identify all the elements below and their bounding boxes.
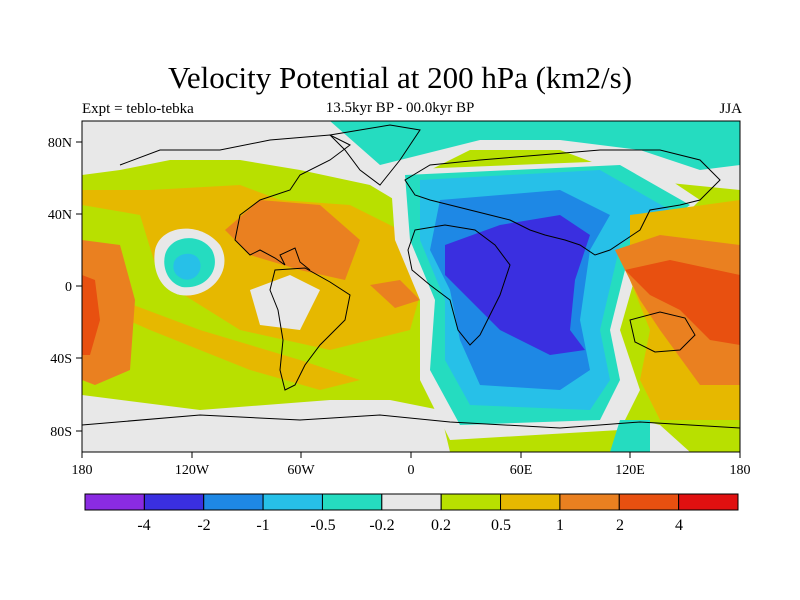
dark-orange-region-atlantic (370, 280, 420, 308)
lat-label: 40S (50, 352, 72, 367)
teal-region-southeast (610, 420, 650, 452)
colorbar-swatch (440, 493, 502, 511)
colorbar-label: -2 (197, 517, 210, 534)
lon-label: 120W (175, 463, 210, 478)
colorbar-label: 1 (556, 517, 564, 534)
coastline-africa (407, 224, 511, 346)
dark-orange-region-americas (225, 200, 360, 280)
lon-label: 0 (408, 463, 415, 478)
colorbar-swatch (500, 493, 561, 511)
colorbar-label: 0.5 (491, 517, 511, 534)
lon-label: 180 (72, 463, 93, 478)
colorbar-swatch (381, 493, 442, 511)
map-subtitle: 13.5kyr BP - 00.0kyr BP (325, 100, 475, 116)
coastline-north-america (119, 134, 351, 271)
season-label: JJA (719, 101, 742, 117)
colorbar-swatch (559, 493, 620, 511)
blue-gyre-pacific (173, 253, 201, 280)
map-title: Velocity Potential at 200 hPa (km2/s) (167, 60, 633, 95)
colorbar-label: -1 (256, 517, 269, 534)
colorbar-label: -4 (137, 517, 150, 534)
red-region-east (625, 260, 740, 345)
neutral-region-south (250, 275, 320, 330)
lat-label: 80S (50, 425, 72, 440)
colorbar-swatch (203, 493, 264, 511)
colorbar-swatch (84, 493, 145, 511)
coastline-south-america (269, 267, 351, 391)
colorbar-swatch (143, 493, 205, 511)
coastline-greenland (328, 124, 421, 186)
colorbar-label: 2 (616, 517, 624, 534)
coastline-australia (629, 311, 696, 353)
orange-region-south (82, 300, 360, 390)
colorbar-label: -0.2 (369, 517, 394, 534)
experiment-label: Expt = teblo-tebka (82, 101, 194, 117)
dark-orange-region-west (82, 240, 135, 385)
colorbar-swatch (618, 493, 680, 511)
colorbar-swatch (678, 493, 739, 511)
colorbar (84, 493, 739, 511)
lat-label: 40N (48, 208, 72, 223)
axis-ticks (76, 141, 741, 458)
colorbar-label: 0.2 (431, 517, 451, 534)
colorbar-label: 4 (675, 517, 683, 534)
colorbar-label: -0.5 (310, 517, 335, 534)
red-region-west (82, 275, 100, 355)
coastline-antarctica (82, 414, 740, 429)
neutral-region-southwest (82, 395, 450, 452)
lon-label: 180 (730, 463, 751, 478)
colorbar-swatch (262, 493, 323, 511)
coastline-eurasia (404, 149, 721, 256)
lat-label: 0 (65, 280, 72, 295)
velocity-potential-field (82, 121, 740, 452)
teal-region-north (330, 121, 740, 170)
indigo-core-east (445, 215, 590, 355)
colorbar-swatch (321, 493, 383, 511)
lat-label: 80N (48, 136, 72, 151)
lon-label: 60E (510, 463, 533, 478)
lon-label: 60W (287, 463, 315, 478)
coastlines (82, 124, 740, 429)
lon-label: 120E (615, 463, 645, 478)
